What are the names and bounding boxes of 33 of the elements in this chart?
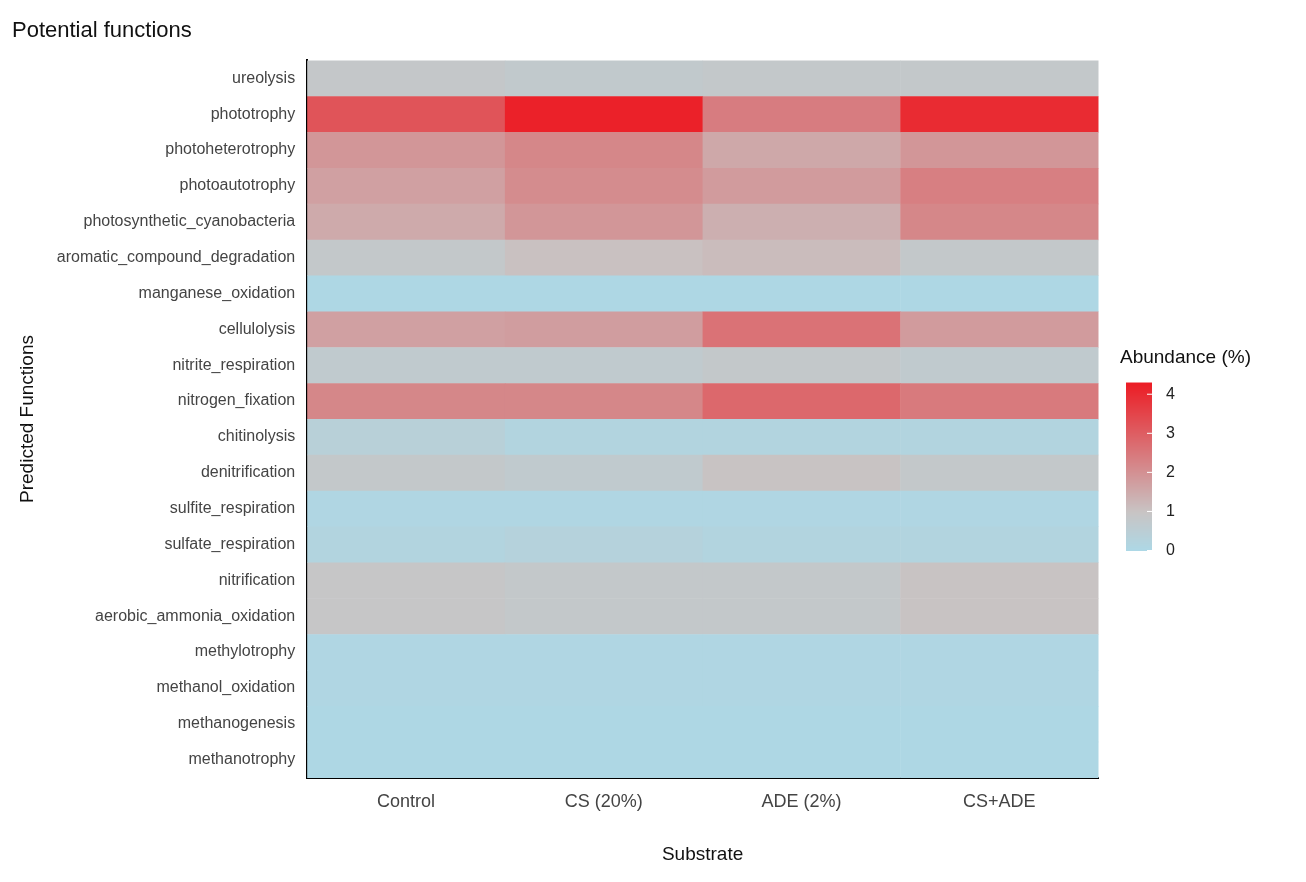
y-tick-label: aerobic_ammonia_oxidation <box>95 606 296 625</box>
y-axis-title: Predicted Functions <box>15 335 37 503</box>
x-tick-label: ADE (2%) <box>761 791 842 812</box>
y-tick-label: cellulolysis <box>218 319 296 337</box>
y-tick-label: photoheterotrophy <box>165 140 296 158</box>
y-tick-label: nitrogen_fixation <box>177 391 296 410</box>
y-tick-label: photoautotrophy <box>179 176 296 194</box>
y-tick-label: methanotrophy <box>188 750 296 768</box>
y-tick-label: denitrification <box>200 463 296 481</box>
x-tick-label: Control <box>377 791 436 812</box>
color-bar-label: 4 <box>1166 384 1175 402</box>
y-tick-label: methylotrophy <box>194 642 296 660</box>
y-tick-label: aromatic_compound_degradation <box>56 248 296 267</box>
y-tick-label: chitinolysis <box>217 427 296 445</box>
x-axis-title: Substrate <box>661 842 744 864</box>
y-tick-label: phototrophy <box>210 104 296 122</box>
y-tick-label: methanogenesis <box>177 714 296 732</box>
y-tick-label: sulfite_respiration <box>169 499 296 518</box>
x-tick-label: CS (20%) <box>564 791 643 812</box>
x-tick-label: CS+ADE <box>962 791 1036 812</box>
color-bar-title: Abundance (%) <box>1120 345 1251 367</box>
color-bar-label: 3 <box>1166 423 1175 441</box>
y-tick-label: sulfate_respiration <box>164 534 296 553</box>
y-tick-label: ureolysis <box>232 68 296 86</box>
color-bar-label: 1 <box>1166 501 1175 519</box>
y-tick-label: nitrite_respiration <box>172 355 296 374</box>
y-tick-label: nitrification <box>218 570 296 588</box>
y-tick-label: methanol_oxidation <box>156 678 296 697</box>
y-tick-label: manganese_oxidation <box>138 283 296 302</box>
text: Potential functions <box>12 17 192 43</box>
y-tick-label: photosynthetic_cyanobacteria <box>83 212 296 231</box>
color-bar-label: 0 <box>1166 540 1175 558</box>
color-bar-label: 2 <box>1166 462 1175 480</box>
